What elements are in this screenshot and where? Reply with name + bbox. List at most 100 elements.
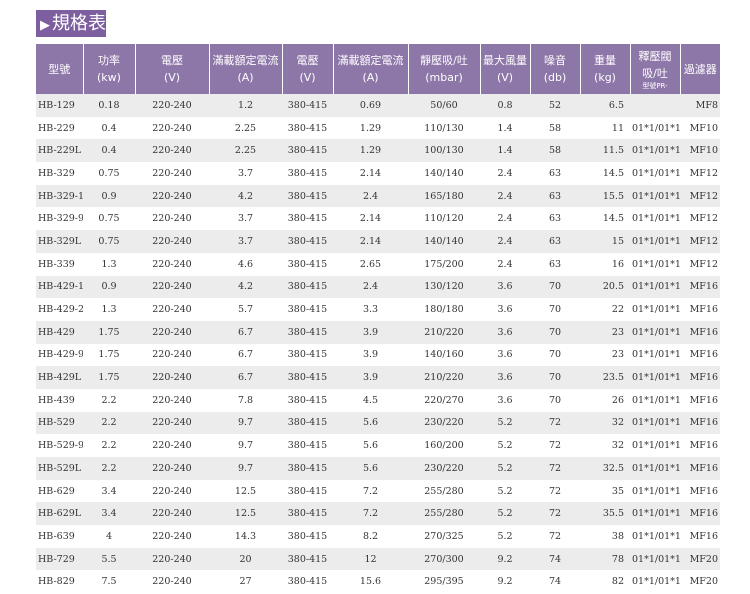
- table-row: HB-429L 1.75 220-240 6.7 380-415 3.9 210/220 3.…: [36, 366, 720, 389]
- table-cell: 01*1/01*1: [632, 258, 680, 270]
- table-cell: 0.4: [101, 122, 117, 134]
- table-cell: 2.2: [101, 440, 117, 452]
- table-cell: 380-415: [282, 411, 333, 435]
- table-cell: 220-240: [152, 258, 192, 270]
- table-cell: 22: [611, 304, 624, 316]
- table-cell: 14.3: [234, 530, 257, 542]
- table-cell: 5.5: [83, 547, 135, 571]
- table-cell: HB-429-9: [38, 349, 83, 361]
- table-cell: HB-529L: [36, 457, 83, 480]
- table-cell: 5.6: [333, 411, 408, 435]
- header-line: 靜壓吸/吐: [420, 54, 468, 67]
- table-cell: 5.2: [480, 502, 530, 526]
- table-cell: HB-429L: [36, 366, 83, 389]
- column-header: 噪音 (db): [529, 44, 580, 94]
- table-cell: 74: [548, 576, 562, 588]
- table-cell: 3.6: [480, 366, 530, 389]
- column-header: 滿載額定電流 (A): [332, 44, 408, 94]
- header-line: (V): [163, 71, 181, 84]
- header-line: 最大風量: [483, 54, 527, 67]
- table-cell: 3.7: [209, 230, 282, 253]
- table-cell: 2.4: [497, 258, 513, 270]
- table-cell: 140/140: [424, 167, 464, 179]
- table-cell: 01*1/01*1: [630, 502, 680, 526]
- table-cell: 14.5: [602, 167, 624, 179]
- table-cell: 1.29: [333, 139, 408, 163]
- table-cell: 72: [548, 485, 562, 497]
- table-row: HB-429-2 1.3 220-240 5.7 380-415 3.3 180/180 3.…: [36, 298, 720, 321]
- table-row: HB-639 4 220-240 14.3 380-415 8.2 270/325 5.2 72…: [36, 525, 720, 548]
- table-row: HB-229 0.4 220-240 2.25 380-415 1.29 110/130 1.…: [36, 117, 720, 140]
- header-line: 噪音: [544, 54, 566, 67]
- table-cell: 01*1/01*1: [630, 320, 680, 344]
- table-cell: 72: [548, 530, 562, 542]
- table-cell: 380-415: [282, 366, 333, 389]
- table-cell: 6.5: [580, 94, 630, 117]
- table-cell: MF16: [689, 530, 718, 542]
- table-cell: 4.5: [362, 394, 379, 406]
- table-row: HB-439 2.2 220-240 7.8 380-415 4.5 220/270 3.6 7…: [36, 389, 720, 412]
- header-line: 滿載額定電流: [337, 54, 404, 67]
- header-line: (V): [299, 71, 316, 84]
- table-cell: 63: [530, 230, 580, 253]
- table-row: HB-329 0.75 220-240 3.7 380-415 2.14 140/140 2.…: [36, 162, 720, 185]
- table-cell: 140/140: [408, 230, 480, 253]
- table-cell: 175/200: [424, 258, 464, 270]
- table-cell: 5.6: [333, 457, 408, 480]
- table-cell: 32: [611, 440, 624, 452]
- table-cell: 1.3: [101, 258, 117, 270]
- table-cell: 380-415: [287, 394, 328, 406]
- table-cell: 01*1/01*1: [632, 213, 680, 225]
- table-cell: 0.9: [83, 275, 135, 299]
- table-cell: 01*1/01*1: [630, 139, 680, 163]
- table-cell: 01*1/01*1: [630, 366, 680, 389]
- table-cell: 255/280: [424, 485, 464, 497]
- table-cell: 72: [530, 502, 580, 526]
- table-cell: 01*1/01*1: [632, 485, 680, 497]
- table-cell: HB-339: [38, 258, 75, 270]
- table-cell: 3.6: [480, 275, 530, 299]
- column-header: 電壓 (V): [134, 44, 209, 94]
- table-cell: HB-329-1: [36, 184, 83, 208]
- table-cell: 220-240: [135, 502, 209, 526]
- table-cell: 78: [580, 547, 630, 571]
- table-cell: 1.2: [209, 94, 282, 117]
- table-cell: 11.5: [580, 139, 630, 163]
- table-cell: 220-240: [135, 547, 209, 571]
- table-cell: 1.3: [101, 304, 117, 316]
- table-cell: 295/395: [424, 576, 464, 588]
- table-cell: 3.6: [497, 394, 513, 406]
- table-row: HB-329L 0.75 220-240 3.7 380-415 2.14 140/140 2…: [36, 230, 720, 253]
- table-cell: 12: [333, 547, 408, 571]
- header-line: (V): [496, 71, 514, 84]
- table-cell: 220-240: [152, 485, 192, 497]
- table-cell: 220-240: [135, 275, 209, 299]
- header-row: 型號 功率 (kw) 電壓 (V) 滿載額定電流 (A) 電壓 (V) 滿載額定電流 (A) 靜壓吸/…: [36, 44, 720, 94]
- table-cell: 0.69: [333, 94, 408, 117]
- table-cell: 130/120: [408, 275, 480, 299]
- table-cell: 15.6: [359, 576, 382, 588]
- table-cell: 15: [580, 230, 630, 253]
- table-cell: 01*1/01*1: [630, 230, 680, 253]
- header-line: 重量: [594, 54, 616, 67]
- table-cell: 27: [239, 576, 252, 588]
- table-cell: HB-429-2: [38, 304, 83, 316]
- table-cell: MF20: [680, 547, 720, 571]
- table-cell: 0.75: [83, 230, 135, 253]
- table-cell: 380-415: [282, 275, 333, 299]
- table-cell: 3.9: [362, 349, 379, 361]
- column-header: 重量 (kg): [579, 44, 630, 94]
- table-cell: 01*1/01*1: [632, 530, 680, 542]
- table-cell: 230/220: [408, 411, 480, 435]
- table-row: HB-429-9 1.75 220-240 6.7 380-415 3.9 140/160 3…: [36, 344, 720, 367]
- table-row: HB-629L 3.4 220-240 12.5 380-415 7.2 255/280 5.…: [36, 502, 720, 526]
- header-line: 型號PR-: [642, 81, 668, 90]
- table-cell: MF10: [689, 122, 718, 134]
- table-cell: 2.4: [497, 213, 513, 225]
- header-line: (A): [237, 71, 254, 84]
- table-cell: 380-415: [282, 94, 333, 117]
- title-badge: ▶ 規格表: [36, 10, 106, 37]
- table-cell: 70: [530, 320, 580, 344]
- table-cell: 7.2: [362, 485, 379, 497]
